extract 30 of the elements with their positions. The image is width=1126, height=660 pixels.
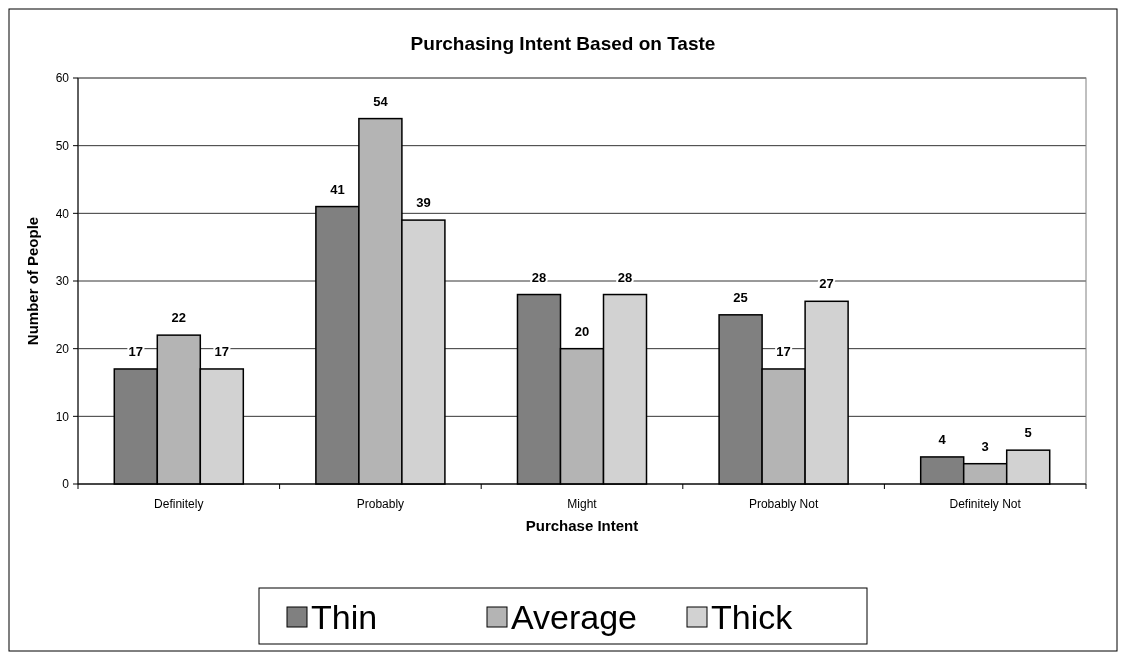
x-tick-label: Might [567, 497, 598, 511]
x-tick-label: Probably [356, 497, 405, 511]
data-label: 22 [171, 310, 187, 326]
y-tick-label: 0 [62, 477, 70, 492]
data-label: 5 [1024, 425, 1032, 441]
x-axis-title: Purchase Intent [525, 517, 639, 534]
data-label: 25 [733, 289, 748, 305]
data-label: 27 [819, 276, 834, 292]
chart-title: Purchasing Intent Based on Taste [410, 33, 716, 54]
y-tick-label: 10 [55, 409, 70, 424]
data-label: 39 [416, 195, 431, 211]
x-tick-label: Definitely Not [949, 497, 1022, 511]
x-tick-label: Probably Not [748, 497, 819, 511]
y-axis-title: Number of People [24, 216, 41, 346]
legend-label: Thick [711, 597, 794, 636]
data-label: 4 [938, 431, 947, 447]
y-tick-label: 30 [55, 274, 70, 289]
legend-label: Thin [311, 597, 378, 636]
data-label: 28 [617, 269, 633, 285]
y-tick-label: 40 [55, 206, 70, 221]
y-tick-label: 20 [55, 341, 70, 356]
y-tick-label: 50 [55, 138, 70, 153]
y-tick-label: 60 [55, 71, 70, 86]
data-label: 41 [330, 181, 345, 197]
data-label: 28 [531, 269, 547, 285]
data-label: 20 [574, 323, 590, 339]
data-label: 3 [981, 438, 989, 454]
data-label: 54 [373, 93, 389, 109]
legend-label: Average [511, 597, 638, 636]
x-tick-label: Definitely [154, 497, 204, 511]
